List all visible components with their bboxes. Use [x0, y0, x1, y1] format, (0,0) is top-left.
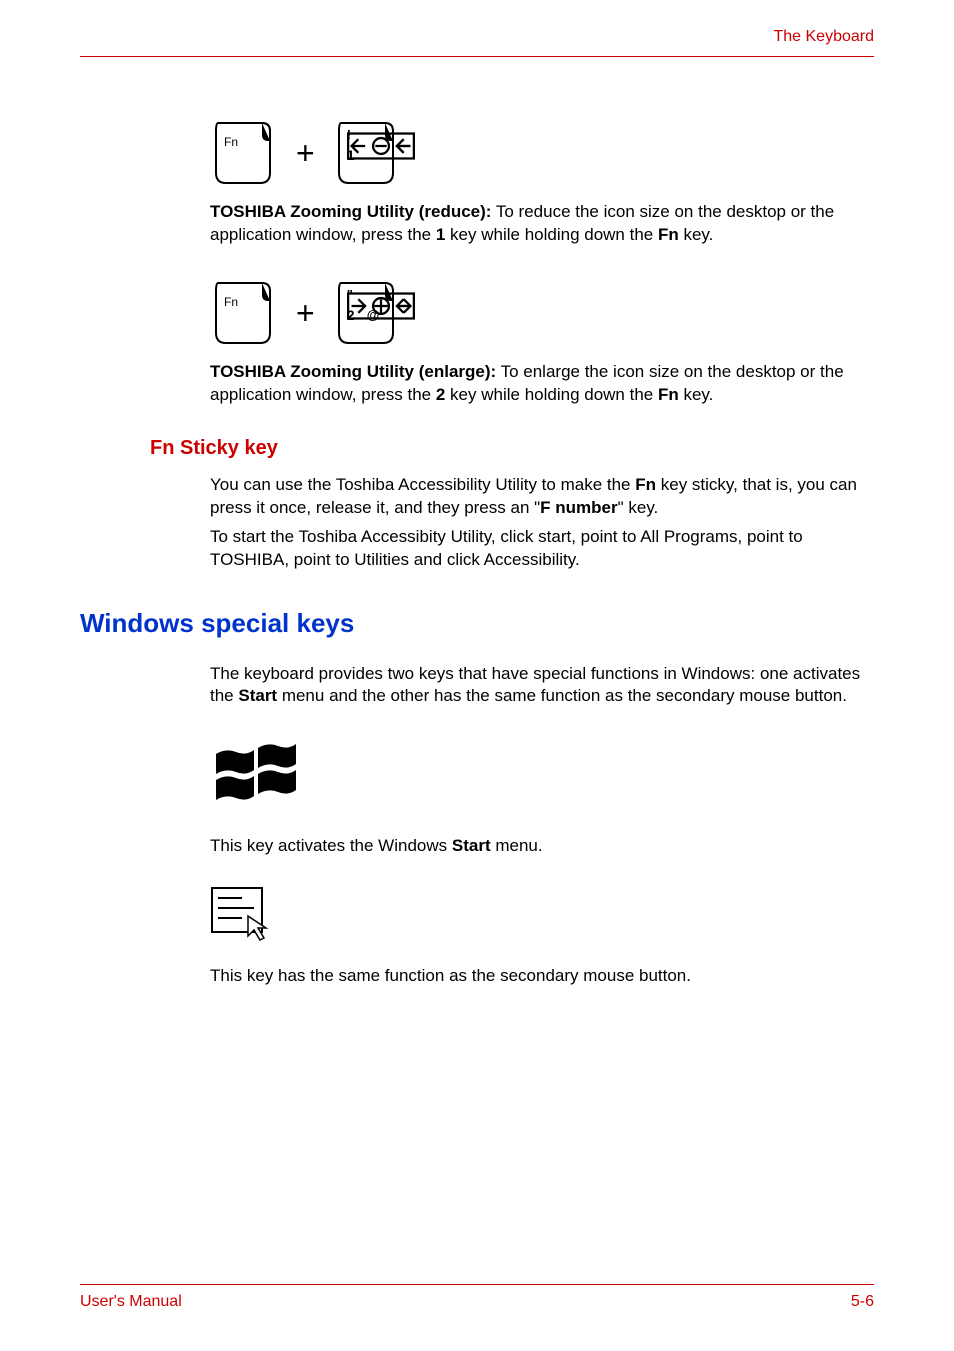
windows-start-text: This key activates the Windows Start men… [210, 835, 874, 858]
footer-rule [80, 1284, 874, 1285]
zoom-reduce-block: Fn + ! 1 TOSHIBA Zooming Util [210, 117, 874, 247]
fn-key-icon: Fn [210, 117, 278, 189]
menu-key-icon [210, 886, 874, 947]
fn-sticky-body: You can use the Toshiba Accessibility Ut… [210, 474, 874, 572]
two-key-icon: " 2 @ [333, 277, 401, 349]
footer-right: 5-6 [851, 1293, 874, 1311]
fn-key-label: Fn [224, 135, 238, 149]
zoom-reduce-text: TOSHIBA Zooming Utility (reduce): To red… [210, 201, 874, 247]
menu-key-text: This key has the same function as the se… [210, 965, 874, 988]
fn-key-label-2: Fn [224, 295, 238, 309]
windows-special-body: The keyboard provides two keys that have… [210, 663, 874, 989]
key-combo-fn-1: Fn + ! 1 [210, 117, 874, 189]
header-section-title: The Keyboard [80, 28, 874, 46]
windows-special-intro: The keyboard provides two keys that have… [210, 663, 874, 709]
fn-sticky-p1: You can use the Toshiba Accessibility Ut… [210, 474, 874, 520]
one-key-bottom-symbol [347, 110, 415, 182]
two-key-bottom-symbol [347, 270, 415, 342]
zoom-enlarge-text: TOSHIBA Zooming Utility (enlarge): To en… [210, 361, 874, 407]
windows-logo-icon [210, 736, 874, 817]
plus-icon-2: + [296, 297, 315, 329]
zoom-enlarge-block: Fn + " 2 @ [210, 277, 874, 407]
header-rule [80, 56, 874, 57]
fn-sticky-p2: To start the Toshiba Accessibity Utility… [210, 526, 874, 572]
windows-special-heading: Windows special keys [80, 608, 874, 639]
page-footer: User's Manual 5-6 [80, 1284, 874, 1311]
one-key-icon: ! 1 [333, 117, 401, 189]
fn-sticky-heading: Fn Sticky key [150, 437, 874, 460]
key-combo-fn-2: Fn + " 2 @ [210, 277, 874, 349]
fn-key-icon-2: Fn [210, 277, 278, 349]
footer-left: User's Manual [80, 1293, 182, 1311]
plus-icon: + [296, 137, 315, 169]
